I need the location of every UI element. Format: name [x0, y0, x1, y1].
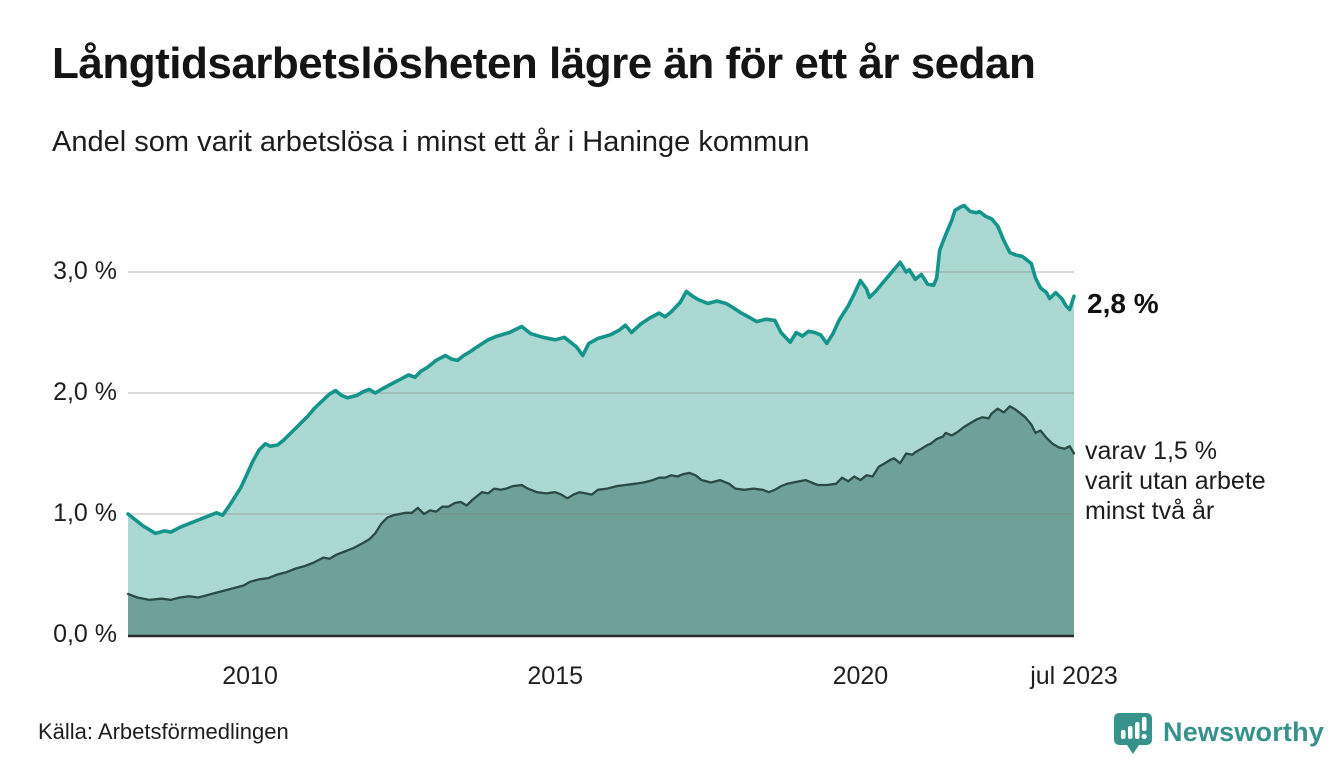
annotation-line-2: varit utan arbete [1085, 467, 1266, 495]
page-title: Långtidsarbetslösheten lägre än för ett … [52, 39, 1036, 88]
newsworthy-bubble-chart-icon [1114, 713, 1152, 754]
x-tick-label: 2015 [527, 662, 584, 690]
newsworthy-logo-text: Newsworthy [1163, 716, 1325, 747]
y-tick-label: 3,0 % [53, 257, 117, 285]
chart-subtitle: Andel som varit arbetslösa i minst ett å… [52, 126, 810, 158]
x-tick-label: 2010 [222, 662, 278, 690]
area-fill-two-years [128, 406, 1074, 635]
source-note: Källa: Arbetsförmedlingen [38, 719, 289, 744]
secondary-series-annotation: varav 1,5 % varit utan arbete minst två … [1085, 436, 1266, 526]
y-tick-label: 1,0 % [53, 499, 117, 527]
y-tick-label: 2,0 % [53, 378, 117, 406]
y-tick-label: 0,0 % [53, 620, 117, 648]
annotation-line-3: minst två år [1085, 497, 1215, 525]
x-tick-label: 2020 [832, 662, 889, 690]
series-line-one-year [126, 203, 1076, 536]
x-tick-label: jul 2023 [1030, 662, 1118, 690]
newsworthy-logo: Newsworthy [1112, 706, 1324, 758]
annotation-line-1: varav 1,5 % [1085, 437, 1218, 465]
end-value-annotation: 2,8 % [1087, 288, 1159, 319]
series-line-two-years [126, 405, 1076, 602]
